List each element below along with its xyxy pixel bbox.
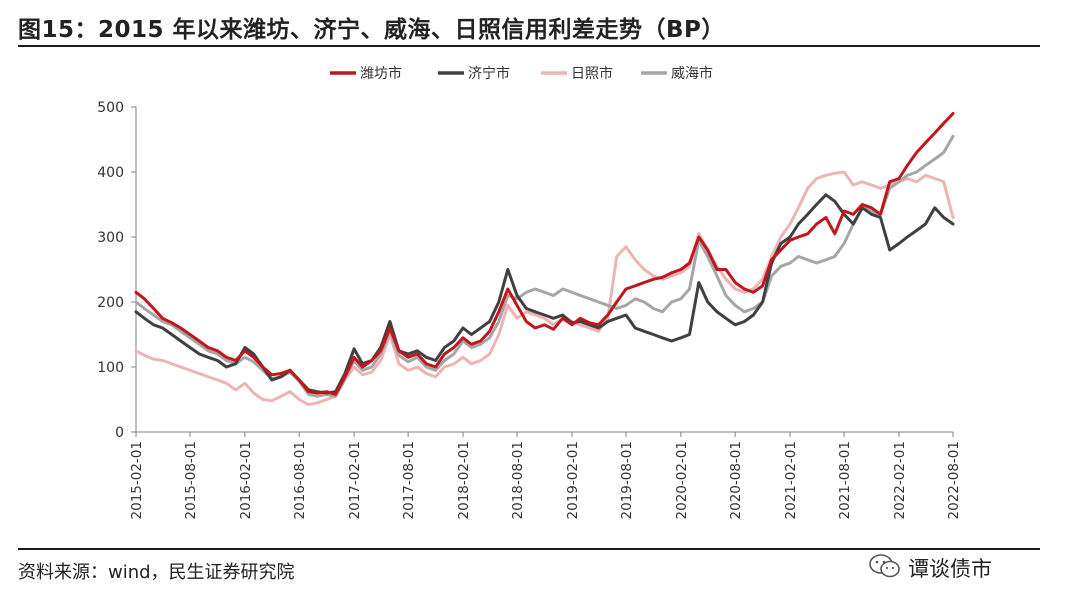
source-note: 资料来源：wind，民生证券研究院 bbox=[18, 562, 295, 583]
x-tick-label: 2021-08-01 bbox=[837, 441, 853, 519]
x-tick-label: 2019-02-01 bbox=[565, 441, 581, 519]
series-line bbox=[134, 193, 955, 395]
x-tick-label: 2017-02-01 bbox=[347, 441, 363, 519]
x-tick-label: 2015-02-01 bbox=[129, 441, 145, 519]
brand: 谭谈债市 bbox=[868, 553, 992, 583]
x-tick-label: 2022-08-01 bbox=[946, 441, 962, 519]
legend: 潍坊市 济宁市 日照市 威海市 bbox=[330, 65, 713, 82]
brand-name: 谭谈债市 bbox=[908, 557, 992, 581]
legend-label: 济宁市 bbox=[468, 65, 510, 82]
y-tick-label: 300 bbox=[97, 230, 124, 246]
title-divider bbox=[18, 45, 1040, 47]
x-tick-label: 2018-02-01 bbox=[456, 441, 472, 519]
chart-title: 图15：2015 年以来潍坊、济宁、威海、日照信用利差走势（BP） bbox=[18, 17, 725, 43]
y-tick-label: 0 bbox=[115, 425, 124, 441]
series-line bbox=[134, 112, 955, 396]
legend-label: 潍坊市 bbox=[360, 65, 402, 82]
y-tick-label: 200 bbox=[97, 295, 124, 311]
y-tick-label: 100 bbox=[97, 360, 124, 376]
y-tick-label: 400 bbox=[97, 165, 124, 181]
x-tick-label: 2022-02-01 bbox=[892, 441, 908, 519]
legend-label: 日照市 bbox=[571, 65, 613, 82]
x-tick-label: 2016-08-01 bbox=[292, 441, 308, 519]
legend-label: 威海市 bbox=[671, 65, 713, 82]
x-tick-label: 2017-08-01 bbox=[401, 441, 417, 519]
series-line bbox=[134, 170, 955, 407]
x-tick-label: 2016-02-01 bbox=[238, 441, 254, 519]
x-tick-label: 2021-02-01 bbox=[783, 441, 799, 519]
x-tick-label: 2018-08-01 bbox=[510, 441, 526, 519]
x-tick-label: 2020-02-01 bbox=[674, 441, 690, 519]
y-tick-label: 500 bbox=[97, 100, 124, 116]
series-lines bbox=[134, 112, 955, 407]
axes: 0 100 200 300 400 500 2015-02-01 2015-08-01 2016… bbox=[97, 100, 962, 519]
wechat-icon bbox=[868, 553, 902, 583]
footer-divider bbox=[18, 548, 1040, 550]
x-tick-label: 2015-08-01 bbox=[183, 441, 199, 519]
x-tick-label: 2020-08-01 bbox=[728, 441, 744, 519]
x-tick-label: 2019-08-01 bbox=[619, 441, 635, 519]
